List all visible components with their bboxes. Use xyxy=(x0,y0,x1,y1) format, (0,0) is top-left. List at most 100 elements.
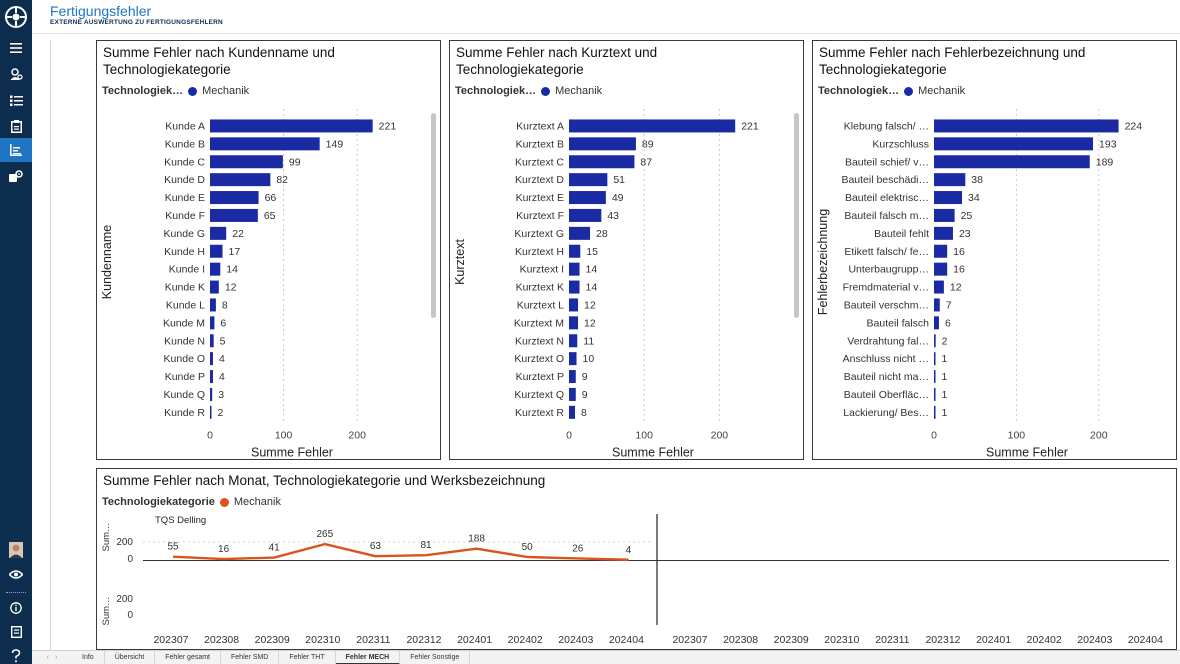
category-label: Kurztext P xyxy=(516,371,564,383)
x-tick-label: 202310 xyxy=(824,634,859,646)
data-label: 188 xyxy=(468,534,485,545)
checklist-icon[interactable] xyxy=(0,88,32,112)
x-tick-label: 202402 xyxy=(1027,634,1062,646)
bar xyxy=(569,244,581,258)
bar xyxy=(934,387,936,401)
bar-chart-kurztext[interactable]: Summe Fehler nach Kurztext und Technolog… xyxy=(449,40,804,460)
help-icon[interactable] xyxy=(0,644,32,664)
bar xyxy=(210,298,216,312)
settings-gear-icon[interactable] xyxy=(0,164,32,188)
category-label: Kunde G xyxy=(164,228,205,240)
tab-list: Info Übersicht Fehler gesamt Fehler SMD Fehl… xyxy=(72,650,471,664)
data-label: 63 xyxy=(370,541,382,552)
legend-dot xyxy=(219,497,229,507)
bar xyxy=(934,316,939,330)
data-label: 3 xyxy=(218,389,224,401)
user-search-icon[interactable] xyxy=(0,62,32,86)
bar xyxy=(934,173,966,187)
eye-icon[interactable] xyxy=(0,562,32,586)
tab-übersicht[interactable]: Übersicht xyxy=(105,650,156,664)
category-label: Kurztext K xyxy=(516,282,564,294)
bar xyxy=(210,334,214,348)
data-label: 5 xyxy=(220,335,226,347)
bar xyxy=(569,137,636,151)
avatar[interactable] xyxy=(0,538,32,562)
data-label: 6 xyxy=(220,317,226,329)
x-axis-title: Summe Fehler xyxy=(986,445,1068,459)
data-label: 38 xyxy=(971,174,983,186)
tab-fehler-tht[interactable]: Fehler THT xyxy=(279,650,336,664)
bar xyxy=(569,208,602,222)
chart-legend[interactable]: Technologiekategorie Mechanik xyxy=(102,496,281,508)
data-label: 9 xyxy=(582,389,588,401)
data-label: 22 xyxy=(232,228,244,240)
data-label: 4 xyxy=(219,353,225,365)
clipboard-icon[interactable] xyxy=(0,114,32,138)
line-chart-monat[interactable]: Summe Fehler nach Monat, Technologiekate… xyxy=(96,468,1177,650)
chart-legend[interactable]: Technologiek… Mechanik xyxy=(818,85,965,97)
tab-next-icon[interactable]: › xyxy=(55,654,58,661)
book-icon[interactable] xyxy=(0,620,32,644)
category-label: Kunde I xyxy=(169,264,205,276)
y-axis-title: Kurztext xyxy=(453,239,467,285)
chart-legend[interactable]: Technologiek… Mechanik xyxy=(102,85,249,97)
category-label: Kunde A xyxy=(165,120,205,132)
data-label: 2 xyxy=(942,335,948,347)
bar xyxy=(210,316,215,330)
category-label: Kurztext R xyxy=(515,407,564,419)
app-header: Fertigungsfehler EXTERNE AUSWERTUNG ZU F… xyxy=(32,0,1180,34)
bar-chart-kundenname[interactable]: Summe Fehler nach Kundenname und Technol… xyxy=(96,40,441,460)
category-label: Kunde H xyxy=(164,246,205,258)
app-logo-icon[interactable] xyxy=(0,0,32,34)
x-tick-label: 200 xyxy=(348,429,366,441)
app-subtitle: EXTERNE AUSWERTUNG ZU FERTIGUNGSFEHLERN xyxy=(50,19,223,26)
x-tick-label: 202307 xyxy=(672,634,707,646)
category-label: Fremdmaterial v… xyxy=(843,282,929,294)
x-tick-label: 202311 xyxy=(356,634,390,646)
x-tick-label: 202312 xyxy=(925,634,960,646)
data-label: 50 xyxy=(522,542,534,553)
tab-fehler-gesamt[interactable]: Fehler gesamt xyxy=(155,650,222,664)
category-label: Verdrahtung fal… xyxy=(847,335,929,347)
tab-fehler-mech[interactable]: Fehler MECH xyxy=(335,650,401,664)
bar xyxy=(934,191,963,205)
data-label: 23 xyxy=(959,228,971,240)
tab-prev-icon[interactable]: ‹ xyxy=(46,654,49,661)
bar xyxy=(210,137,320,151)
tab-info[interactable]: Info xyxy=(72,650,105,664)
bar-chart-fehlerbezeichnung[interactable]: Summe Fehler nach Fehlerbezeichnung und … xyxy=(812,40,1177,460)
data-label: 1 xyxy=(942,353,948,365)
chart-legend[interactable]: Technologiek… Mechanik xyxy=(455,85,602,97)
data-label: 193 xyxy=(1099,138,1117,150)
tab-fehler-smd[interactable]: Fehler SMD xyxy=(221,650,280,664)
data-label: 12 xyxy=(225,282,237,294)
menu-icon[interactable] xyxy=(0,36,32,60)
category-label: Kunde M xyxy=(163,317,205,329)
panel-label: TQS Delling xyxy=(155,515,206,526)
data-label: 4 xyxy=(626,545,632,556)
x-tick-label: 202402 xyxy=(508,634,543,646)
data-label: 16 xyxy=(953,246,965,258)
nav-divider xyxy=(6,592,26,593)
tab-fehler-sonstige[interactable]: Fehler Sonstige xyxy=(400,650,471,664)
x-tick-label: 202307 xyxy=(153,634,188,646)
bar xyxy=(934,280,944,294)
line-chart-svg: TQS Delling Sum… Sum… 200 0 200 0 55 16 41 265 63 81… xyxy=(101,514,1169,646)
series-line xyxy=(172,542,629,561)
category-label: Lackierung/ Bes… xyxy=(843,407,929,419)
report-chart-icon[interactable] xyxy=(0,138,32,162)
data-label: 17 xyxy=(229,246,241,258)
y-axis-title: Kundenname xyxy=(100,225,114,299)
bar xyxy=(934,298,940,312)
x-tick-label: 202311 xyxy=(875,634,909,646)
category-label: Klebung falsch/ … xyxy=(844,120,929,132)
legend-dot xyxy=(188,86,198,96)
info-icon[interactable] xyxy=(0,596,32,620)
bar xyxy=(210,173,271,187)
bar xyxy=(934,244,948,258)
category-label: Anschluss nicht … xyxy=(843,353,929,365)
bar xyxy=(210,119,373,133)
x-tick-label: 0 xyxy=(207,429,213,441)
x-tick-label: 202401 xyxy=(457,634,492,646)
